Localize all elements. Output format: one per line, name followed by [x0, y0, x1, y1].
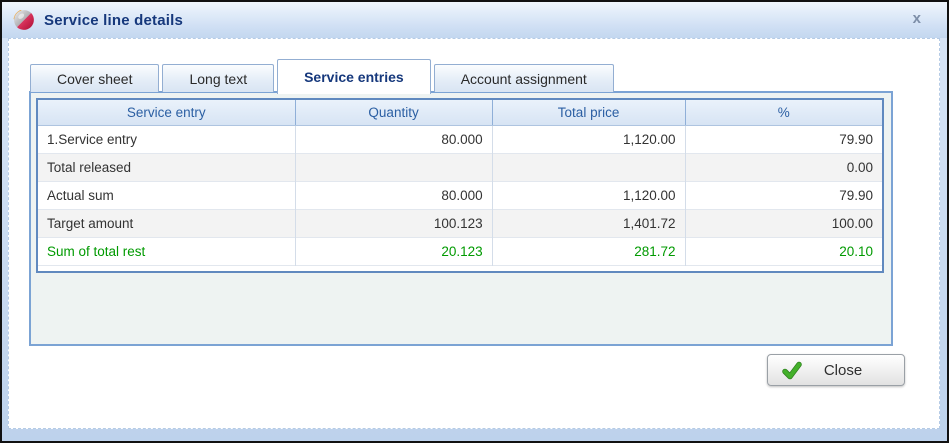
- table-row: Target amount 100.123 1,401.72 100.00: [37, 208, 883, 237]
- green-checkmark-icon: [782, 361, 802, 381]
- table-filler-row: [37, 264, 883, 272]
- table-row: 1.Service entry 80.000 1,120.00 79.90: [37, 124, 883, 153]
- close-button[interactable]: Close: [767, 354, 905, 386]
- table-row: Actual sum 80.000 1,120.00 79.90: [37, 180, 883, 209]
- column-header-quantity: Quantity: [295, 99, 493, 126]
- close-button-label: Close: [823, 361, 863, 379]
- dialog-content: Cover sheet Long text Service entries Ac…: [8, 38, 940, 429]
- table-header-row: Service entry Quantity Total price %: [37, 99, 883, 126]
- tab-service-entries[interactable]: Service entries: [277, 59, 431, 94]
- table-row-sum-of-total-rest: Sum of total rest 20.123 281.72 20.10: [37, 236, 883, 265]
- quantity-cell: [295, 152, 493, 181]
- service-line-sphere-icon: [12, 8, 36, 32]
- tab-account-assignment[interactable]: Account assignment: [433, 64, 614, 92]
- percent-cell: 20.10: [685, 236, 883, 265]
- percent-cell: 79.90: [685, 124, 883, 153]
- tab-long-text[interactable]: Long text: [162, 64, 275, 92]
- percent-cell: 79.90: [685, 180, 883, 209]
- percent-cell: 100.00: [685, 208, 883, 237]
- tab-bar: Cover sheet Long text Service entries Ac…: [30, 58, 614, 94]
- quantity-cell: 20.123: [295, 236, 493, 265]
- total-price-cell: 281.72: [492, 236, 686, 265]
- quantity-cell: 100.123: [295, 208, 493, 237]
- row-label-cell: Sum of total rest: [37, 236, 296, 265]
- quantity-cell: 80.000: [295, 180, 493, 209]
- total-price-cell: 1,120.00: [492, 180, 686, 209]
- row-label-cell: Target amount: [37, 208, 296, 237]
- column-header-percent: %: [685, 99, 883, 126]
- quantity-cell: 80.000: [295, 124, 493, 153]
- total-price-cell: 1,120.00: [492, 124, 686, 153]
- table-row: Total released 0.00: [37, 152, 883, 181]
- row-label-cell: Total released: [37, 152, 296, 181]
- tab-cover-sheet[interactable]: Cover sheet: [30, 64, 160, 92]
- total-price-cell: 1,401.72: [492, 208, 686, 237]
- dialog-title: Service line details: [44, 11, 184, 29]
- total-price-cell: [492, 152, 686, 181]
- percent-cell: 0.00: [685, 152, 883, 181]
- service-entries-panel: Service entry Quantity Total price % 1.S…: [29, 91, 893, 346]
- dialog-close-icon[interactable]: x: [912, 10, 921, 27]
- row-label-cell: 1.Service entry: [37, 124, 296, 153]
- column-header-service-entry: Service entry: [37, 99, 296, 126]
- row-label-cell: Actual sum: [37, 180, 296, 209]
- dialog-titlebar: Service line details x: [2, 2, 947, 38]
- service-entries-table: Service entry Quantity Total price % 1.S…: [36, 98, 884, 273]
- column-header-total-price: Total price: [492, 99, 686, 126]
